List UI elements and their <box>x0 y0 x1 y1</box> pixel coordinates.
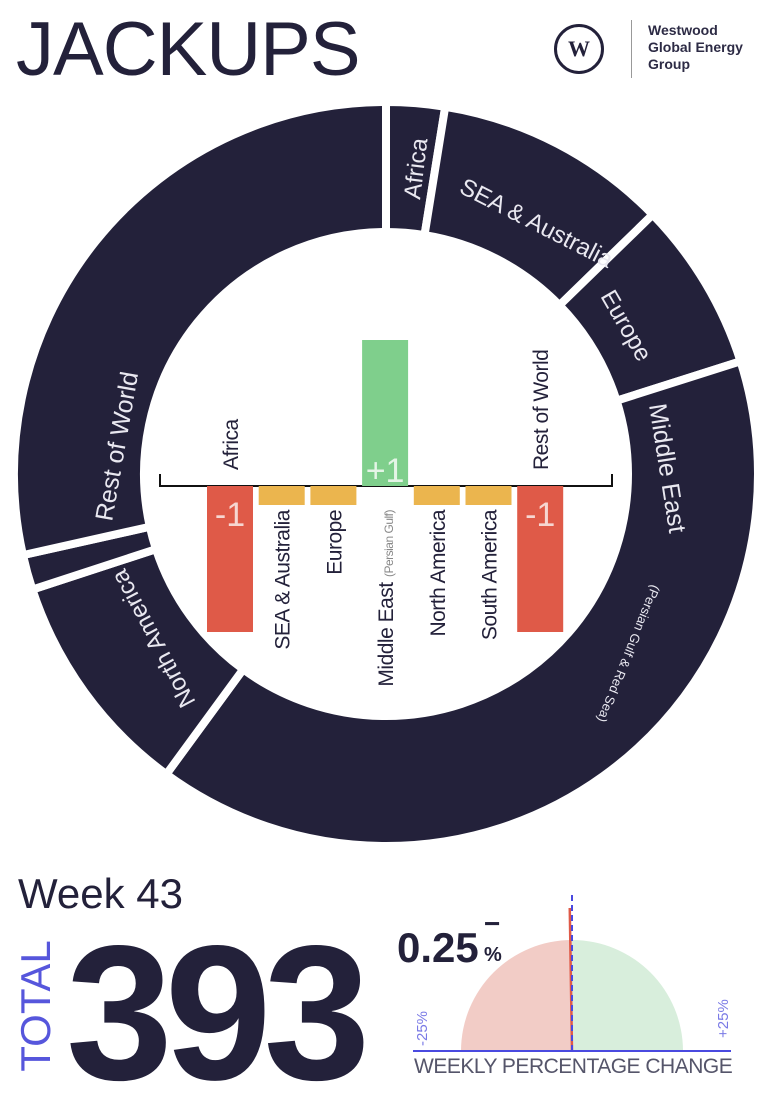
gauge-title: WEEKLY PERCENTAGE CHANGE <box>414 1055 733 1078</box>
westwood-logo: W Westwood Global Energy Group <box>554 20 764 80</box>
bar-africa <box>207 486 253 632</box>
page-title: JACKUPS <box>16 7 361 92</box>
donut-segment-middle-east <box>160 356 762 850</box>
bar-rest-of-world <box>517 486 564 632</box>
percent-change-sign: − <box>484 908 501 939</box>
bar-europe <box>310 486 357 505</box>
logo-w-icon: W <box>554 24 604 74</box>
logo-line-3: Group <box>648 56 690 72</box>
bar-middle-east <box>362 340 409 486</box>
percent-change-unit: % <box>484 944 502 966</box>
gauge-max-label: +25% <box>715 999 732 1038</box>
gauge-negative-half <box>461 940 572 1051</box>
gauge-positive-half <box>572 940 683 1051</box>
week-label: Week 43 <box>18 870 183 917</box>
bar-value-label-middle-east: +1 <box>366 452 405 490</box>
bar-category-label-north-america: North America <box>427 509 450 636</box>
percentage-change-gauge: -25% +25% <box>413 891 732 1052</box>
bar-category-label-rest-of-world: Rest of World <box>530 350 553 470</box>
logo-text: Westwood Global Energy Group <box>648 22 743 73</box>
bar-value-label-rest-of-world: -1 <box>525 496 555 534</box>
logo-line-1: Westwood <box>648 22 718 38</box>
donut-chart <box>10 97 762 850</box>
bar-category-label-africa: Africa <box>220 419 243 471</box>
bar-category-label-sea-australia: SEA & Australia <box>272 509 295 649</box>
gauge-min-label: -25% <box>414 1011 431 1046</box>
total-value: 393 <box>66 905 370 1120</box>
bar-sea-australia <box>258 486 305 505</box>
bar-value-label-africa: -1 <box>215 496 245 534</box>
logo-line-2: Global Energy <box>648 39 743 55</box>
logo-divider <box>631 20 632 78</box>
bar-north-america <box>413 486 460 505</box>
percent-change-value: 0.25 <box>397 924 479 971</box>
bar-south-america <box>465 486 512 505</box>
total-label: TOTAL <box>12 940 59 1072</box>
bar-category-label-middle-east: Middle East (Persian Gulf) <box>375 510 398 687</box>
bar-category-label-europe: Europe <box>323 510 346 575</box>
change-bar-chart: -1 Africa SEA & Australia Europe +1 Middle Ea… <box>159 340 613 687</box>
donut-segment-rest-of-world <box>10 97 390 560</box>
bar-category-label-south-america: South America <box>479 509 502 640</box>
